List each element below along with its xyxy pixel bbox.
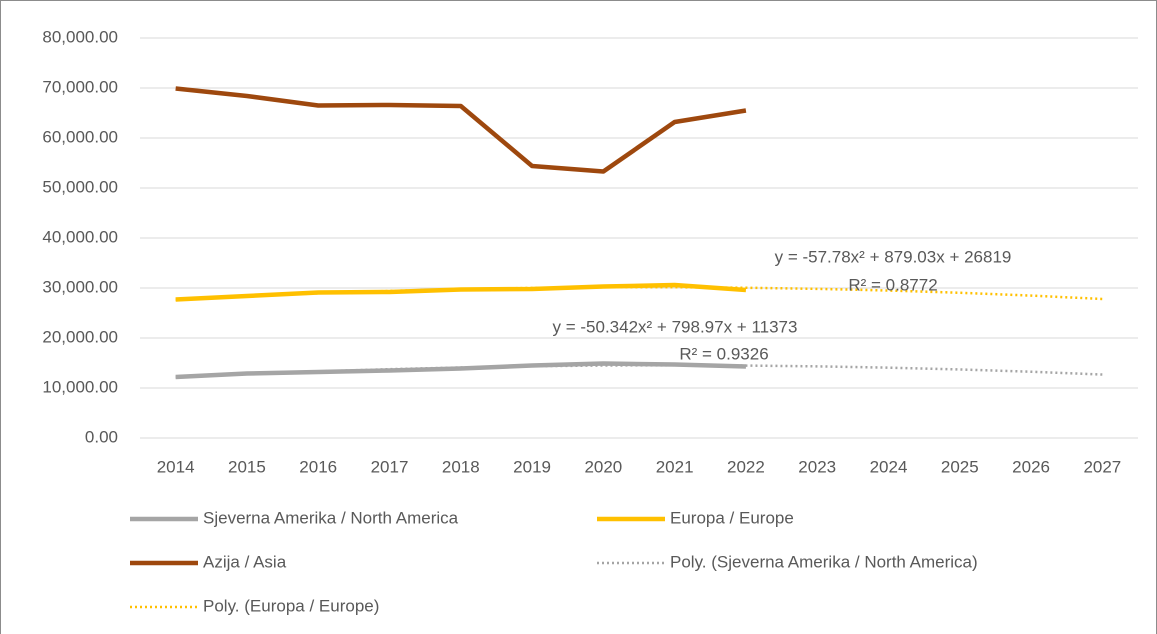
- legend-label: Europa / Europe: [670, 508, 794, 527]
- legend-label: Azija / Asia: [203, 552, 287, 571]
- series-line: [175, 282, 747, 302]
- x-tick-label: 2021: [656, 457, 694, 476]
- legend-label: Sjeverna Amerika / North America: [203, 508, 459, 527]
- x-tick-label: 2025: [941, 457, 979, 476]
- x-tick-label: 2018: [442, 457, 480, 476]
- series-line: [175, 361, 746, 380]
- annotation: y = -50.342x² + 798.97x + 11373: [553, 317, 798, 336]
- y-tick-label: 70,000.00: [42, 77, 118, 96]
- x-tick-label: 2017: [371, 457, 409, 476]
- y-tick-label: 50,000.00: [42, 177, 118, 196]
- y-tick-label: 80,000.00: [42, 27, 118, 46]
- y-tick-label: 10,000.00: [42, 377, 118, 396]
- y-tick-label: 60,000.00: [42, 127, 118, 146]
- x-tick-label: 2026: [1012, 457, 1050, 476]
- x-tick-label: 2019: [513, 457, 551, 476]
- x-tick-label: 2015: [228, 457, 266, 476]
- series-line: [175, 86, 747, 174]
- x-tick-label: 2027: [1083, 457, 1121, 476]
- x-tick-label: 2016: [299, 457, 337, 476]
- legend-label: Poly. (Europa / Europe): [203, 596, 379, 615]
- annotation: R² = 0.9326: [679, 344, 768, 363]
- annotation: R² = 0.8772: [848, 275, 937, 294]
- y-tick-label: 0.00: [85, 427, 118, 446]
- y-tick-label: 40,000.00: [42, 227, 118, 246]
- y-tick-label: 30,000.00: [42, 277, 118, 296]
- x-tick-label: 2024: [870, 457, 908, 476]
- x-tick-label: 2020: [584, 457, 622, 476]
- x-tick-label: 2014: [157, 457, 195, 476]
- annotation: y = -57.78x² + 879.03x + 26819: [775, 247, 1012, 266]
- x-tick-label: 2022: [727, 457, 765, 476]
- x-tick-label: 2023: [798, 457, 836, 476]
- legend-label: Poly. (Sjeverna Amerika / North America): [670, 552, 978, 571]
- y-tick-label: 20,000.00: [42, 327, 118, 346]
